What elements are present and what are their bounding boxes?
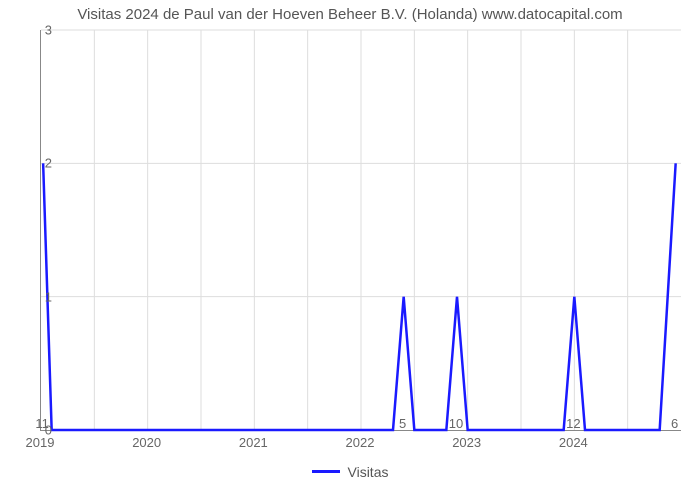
y-tick-label: 1	[22, 289, 52, 304]
x-tick-label: 2022	[346, 435, 375, 450]
legend-label: Visitas	[348, 464, 389, 480]
plot-svg	[41, 30, 681, 430]
y-tick-label: 3	[22, 23, 52, 38]
x-tick-label: 2019	[26, 435, 55, 450]
data-point-label: 10	[449, 416, 463, 431]
x-tick-label: 2024	[559, 435, 588, 450]
data-point-label: 6	[671, 416, 678, 431]
y-tick-label: 2	[22, 156, 52, 171]
x-tick-label: 2023	[452, 435, 481, 450]
data-point-label: 5	[399, 416, 406, 431]
x-tick-label: 2021	[239, 435, 268, 450]
data-point-label: 12	[566, 416, 580, 431]
legend-swatch	[312, 470, 340, 473]
chart-title: Visitas 2024 de Paul van der Hoeven Behe…	[0, 6, 700, 23]
data-point-label: 11	[35, 416, 49, 431]
plot-area	[40, 30, 681, 431]
chart-container: Visitas 2024 de Paul van der Hoeven Behe…	[0, 0, 700, 500]
legend: Visitas	[0, 460, 700, 480]
x-tick-label: 2020	[132, 435, 161, 450]
